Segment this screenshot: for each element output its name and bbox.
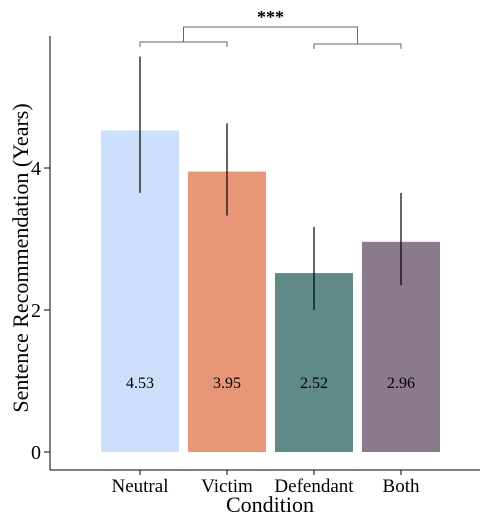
bar-value-label: 3.95 (213, 375, 241, 392)
bar (188, 171, 266, 453)
x-axis-label: Condition (226, 492, 314, 516)
bar-value-label: 2.52 (300, 375, 328, 392)
sig-bracket-right (313, 43, 402, 49)
sig-bracket-left (139, 41, 228, 47)
plot-area: 0 2 4 4.53 Neutral 3.95 Victim 2.52 Defendant 2.9… (31, 7, 480, 497)
x-tick-label: Victim (201, 476, 253, 497)
y-tick-label: 0 (31, 442, 41, 464)
x-tick-label: Neutral (112, 476, 169, 497)
significance-label: *** (257, 7, 284, 27)
y-tick-label: 2 (31, 300, 41, 322)
y-axis-label: Sentence Recommendation (Years) (8, 103, 33, 412)
bar-value-label: 2.96 (387, 375, 415, 392)
y-tick-label: 4 (31, 158, 41, 180)
x-tick-label: Both (383, 476, 420, 497)
bar-value-label: 4.53 (126, 375, 154, 392)
sig-bracket-top (183, 26, 358, 44)
x-tick-label: Defendant (274, 476, 354, 497)
